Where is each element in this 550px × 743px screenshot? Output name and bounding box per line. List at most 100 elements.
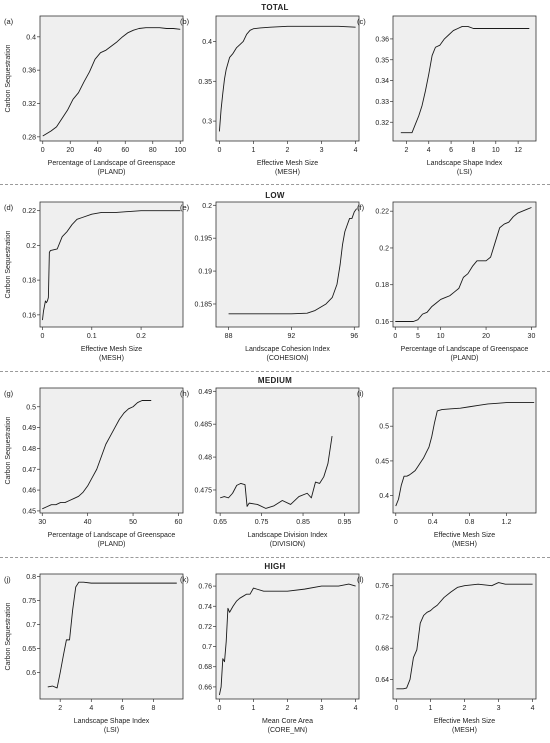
y-tick-label: 0.3 [202, 119, 212, 126]
y-tick-label: 0.48 [22, 446, 36, 453]
y-tick-label: 0.76 [198, 584, 212, 591]
series-line-e [228, 208, 358, 315]
y-tick-label: 0.16 [22, 312, 36, 319]
x-axis-label-g: (PLAND) [97, 541, 125, 548]
panel-l: (l) 0 1 2 3 4 0.64 0.68 0.72 0.76 Effective Mesh S… [357, 573, 537, 734]
y-tick-label: 0.68 [375, 646, 389, 653]
y-tick-label: 0.48 [198, 455, 212, 462]
panel-k: (k) 0 1 2 3 4 0.66 0.68 0.7 0.72 0.74 0.76 Mean Core… [180, 573, 360, 734]
section-divider [0, 557, 550, 558]
series-line-g [42, 400, 152, 510]
panel-j: (j) 2 4 6 8 0.6 0.65 0.7 0.75 0.8 Landscape Shape … [4, 573, 184, 734]
panel-label-c: (c) [357, 17, 366, 26]
y-tick-label: 0.2 [26, 243, 36, 250]
x-tick-label: 0 [41, 333, 45, 340]
y-tick-label: 0.22 [375, 209, 389, 216]
x-tick-label: 2 [286, 147, 290, 154]
x-axis-label-c: Landscape Shape Index [427, 160, 503, 167]
x-axis-label-b: Effective Mesh Size [257, 160, 318, 167]
plot-area-g [39, 387, 184, 514]
series-line-h [220, 435, 333, 509]
y-tick-label: 0.76 [375, 583, 389, 590]
plot-area-d [39, 201, 184, 328]
y-tick-label: 0.2 [202, 203, 212, 210]
x-axis-label-e: (COHESION) [267, 355, 309, 362]
y-tick-label: 0.4 [26, 34, 36, 41]
x-tick-label: 0.65 [213, 519, 227, 526]
x-axis-label-g: Percentage of Landscape of Greenspace [48, 532, 176, 539]
y-tick-label: 0.35 [198, 79, 212, 86]
x-axis-label-e: Landscape Cohesion Index [245, 346, 330, 353]
x-tick-label: 4 [354, 705, 358, 712]
y-tick-label: 0.46 [22, 488, 36, 495]
y-tick-label: 0.72 [198, 624, 212, 631]
panel-label-a: (a) [4, 17, 14, 26]
x-tick-label: 0.4 [428, 519, 438, 526]
panel-label-e: (e) [180, 203, 190, 212]
plot-area-f [392, 201, 537, 328]
y-tick-label: 0.36 [22, 68, 36, 75]
y-tick-label: 0.18 [22, 278, 36, 285]
x-tick-label: 0.95 [338, 519, 352, 526]
panel-label-i: (i) [357, 389, 364, 398]
x-tick-label: 10 [492, 147, 500, 154]
plot-area-a [39, 15, 184, 142]
y-tick-label: 0.36 [375, 36, 389, 43]
x-tick-label: 50 [129, 519, 137, 526]
panel-label-g: (g) [4, 389, 14, 398]
x-tick-label: 4 [89, 705, 93, 712]
y-tick-label: 0.19 [198, 269, 212, 276]
y-tick-label: 0.6 [26, 670, 36, 677]
y-tick-label: 0.68 [198, 664, 212, 671]
y-tick-label: 0.18 [375, 282, 389, 289]
x-tick-label: 60 [121, 147, 129, 154]
x-tick-label: 30 [528, 333, 536, 340]
x-tick-label: 4 [531, 705, 535, 712]
x-axis-label-a: (PLAND) [97, 169, 125, 176]
x-axis-label-d: Effective Mesh Size [81, 346, 142, 353]
x-tick-label: 2 [286, 705, 290, 712]
y-tick-label: 0.45 [22, 508, 36, 515]
x-tick-label: 3 [320, 147, 324, 154]
x-tick-label: 8 [152, 705, 156, 712]
x-tick-label: 6 [449, 147, 453, 154]
section-divider [0, 184, 550, 185]
y-axis-label: Carbon Sequestration [5, 44, 12, 112]
x-tick-label: 0.8 [465, 519, 475, 526]
panel-g: (g) 30 40 50 60 0.45 0.46 0.47 0.48 0.49 0.5 Percen… [4, 387, 184, 548]
series-line-f [395, 207, 532, 322]
y-tick-label: 0.49 [198, 389, 212, 396]
section-title-medium: MEDIUM [257, 376, 293, 385]
x-axis-label-k: Mean Core Area [262, 718, 313, 725]
x-tick-label: 0 [394, 519, 398, 526]
x-tick-label: 20 [482, 333, 490, 340]
x-tick-label: 80 [149, 147, 157, 154]
plot-area-l [392, 573, 537, 700]
x-axis-label-k: (CORE_MN) [268, 727, 308, 734]
section-title-total: TOTAL [261, 3, 289, 12]
x-tick-label: 40 [84, 519, 92, 526]
x-axis-label-h: (DIVISION) [270, 541, 305, 548]
x-tick-label: 0 [393, 333, 397, 340]
y-tick-label: 0.8 [26, 574, 36, 581]
series-line-j [47, 581, 177, 689]
x-tick-label: 2 [404, 147, 408, 154]
section-title-high: HIGH [264, 562, 286, 571]
y-tick-label: 0.66 [198, 684, 212, 691]
y-tick-label: 0.7 [26, 622, 36, 629]
plot-area-h [215, 387, 360, 514]
y-tick-label: 0.75 [22, 598, 36, 605]
x-axis-label-l: (MESH) [452, 727, 477, 734]
x-tick-label: 0.85 [296, 519, 310, 526]
y-tick-label: 0.4 [202, 39, 212, 46]
panel-e: (e) 88 92 96 0.185 0.19 0.195 0.2 Landscape Cohe… [180, 201, 360, 362]
y-tick-label: 0.185 [194, 301, 212, 308]
y-tick-label: 0.5 [26, 404, 36, 411]
panel-d: (d) 0 0.1 0.2 0.16 0.18 0.2 0.22 Effective Mesh … [4, 201, 184, 362]
x-tick-label: 0 [41, 147, 45, 154]
panel-c: (c) 2 4 6 8 10 12 0.32 0.33 0.34 0.35 0.36 Landscape… [357, 15, 537, 176]
x-tick-label: 8 [471, 147, 475, 154]
y-tick-label: 0.22 [22, 208, 36, 215]
x-tick-label: 12 [514, 147, 522, 154]
